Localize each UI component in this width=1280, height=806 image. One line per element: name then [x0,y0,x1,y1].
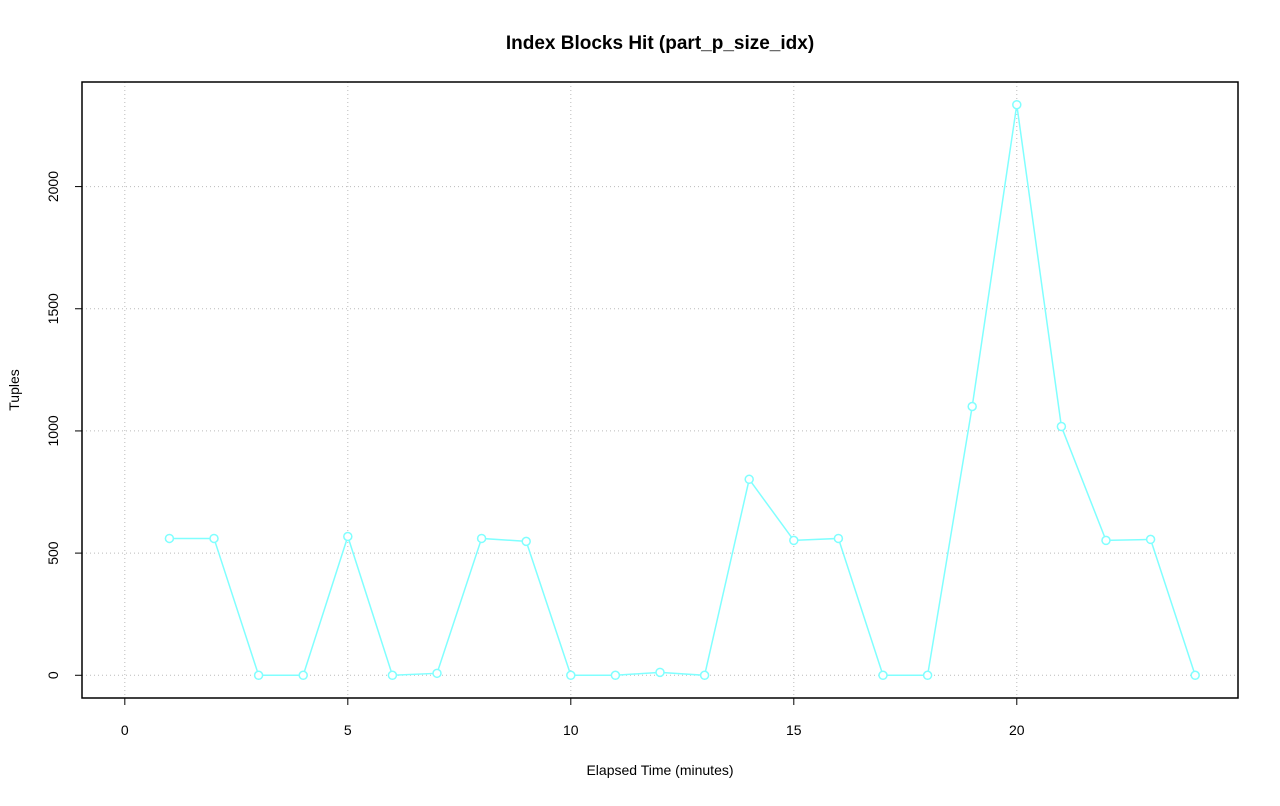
data-point [521,536,531,547]
chart-title: Index Blocks Hit (part_p_size_idx) [506,33,814,54]
data-point [789,535,799,546]
data-point [209,533,219,544]
data-point [432,668,442,679]
y-axis-label: Tuples [6,369,22,411]
data-line [169,104,1196,677]
y-tick-label: 2000 [45,171,61,202]
data-point [1190,670,1200,681]
data-point [1101,535,1111,546]
y-tick-label: 0 [45,671,61,679]
data-point [1012,99,1022,110]
data-point [164,533,175,544]
data-point [343,531,353,542]
data-point [253,670,264,681]
y-tick-label: 1000 [45,415,61,446]
y-tick-label: 500 [45,541,61,565]
x-tick-label: 10 [563,722,579,738]
x-tick-label: 15 [786,722,802,738]
data-point [967,401,977,412]
data-point [878,670,888,681]
data-point [655,667,665,678]
data-point [1056,421,1067,432]
data-point [610,670,621,681]
data-point [1145,534,1156,545]
data-point [744,474,754,485]
data-point [566,670,576,681]
x-tick-label: 5 [344,722,352,738]
x-axis-label: Elapsed Time (minutes) [586,762,733,778]
data-point [476,533,487,544]
x-tick-label: 0 [121,722,129,738]
data-point [387,670,398,681]
data-point [298,670,308,681]
data-point [699,670,710,681]
data-point [922,670,933,681]
data-point [833,533,844,544]
x-tick-label: 20 [1009,722,1025,738]
plot-frame [81,81,1239,699]
y-tick-label: 1500 [45,293,61,324]
